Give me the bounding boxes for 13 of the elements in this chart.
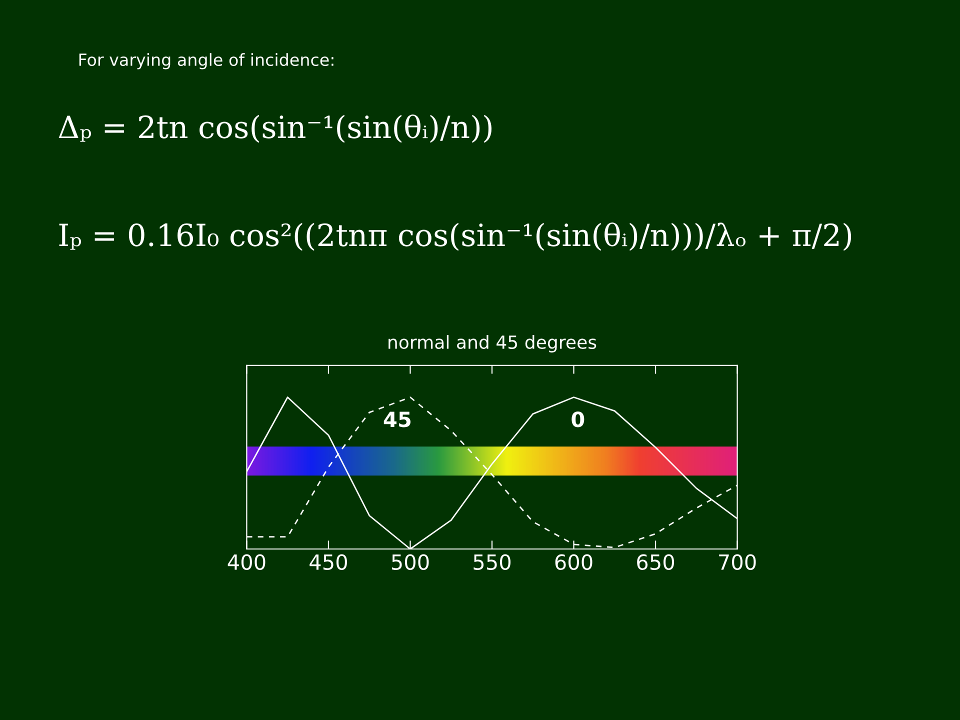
text: For varying angle of incidence: xyxy=(79,53,334,70)
text: Δₚ = 2tn cos(sin⁻¹(sin(θᵢ)/n)) xyxy=(58,114,492,143)
x-tick-label: 550 xyxy=(474,554,510,570)
x-tick-label: 500 xyxy=(392,554,429,570)
annotation: 45 xyxy=(384,412,410,428)
x-tick-label: 650 xyxy=(637,554,674,570)
x-tick-label: 450 xyxy=(310,554,347,570)
text: Iₚ = 0.16I₀ cos²((2tnπ cos(sin⁻¹(sin(θᵢ)/n)))/λₒ + π/2) xyxy=(59,222,852,251)
x-tick-label: 700 xyxy=(719,554,756,570)
x-tick-label: 600 xyxy=(555,554,592,570)
annotation: 0 xyxy=(572,411,584,428)
x-tick-label: 400 xyxy=(228,554,266,570)
chart-title: normal and 45 degrees xyxy=(388,335,596,352)
